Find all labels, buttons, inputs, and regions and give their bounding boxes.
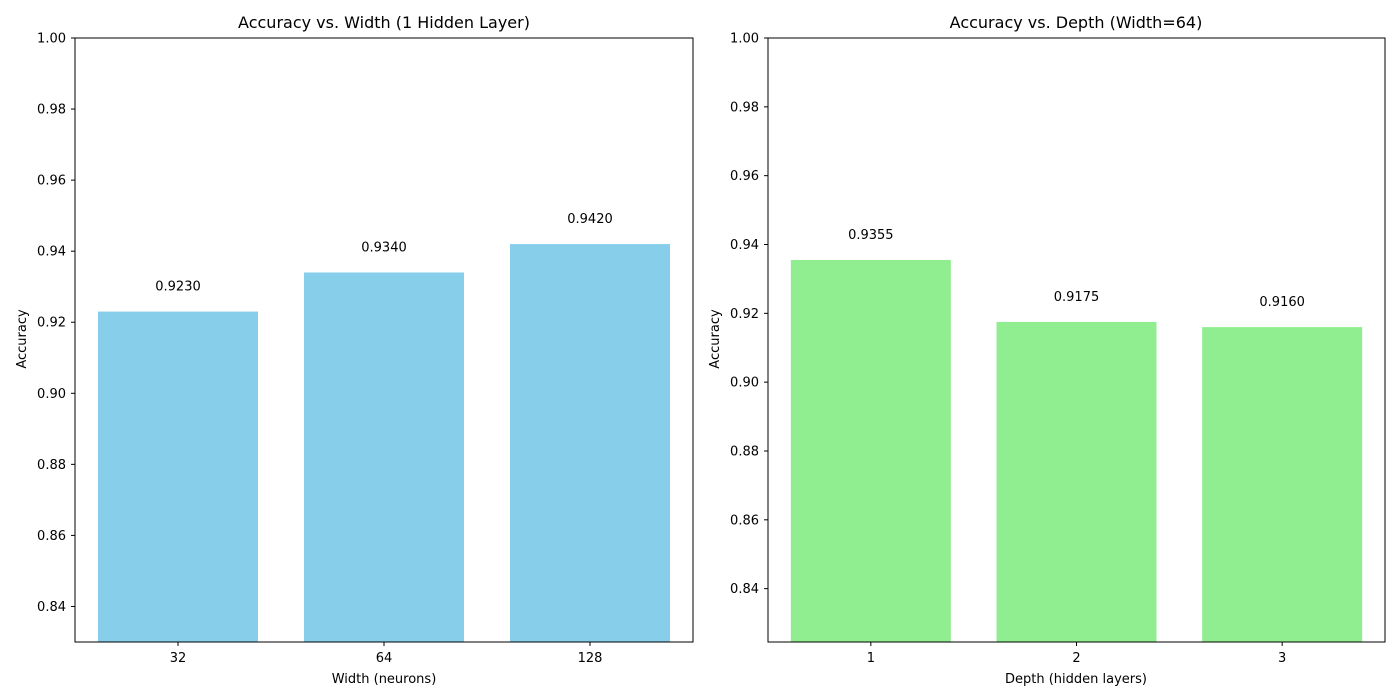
width-chart-y-axis-label: Accuracy [15,309,30,369]
width-chart-y-tick-label: 0.84 [37,600,66,615]
width-chart-bar [304,272,464,642]
depth-chart-value-label: 0.9355 [848,228,894,243]
width-chart-plot-frame [74,37,694,643]
depth-chart-value-labels: 0.9355 0.9175 0.9160 [848,228,1305,310]
depth-chart-y-tick-label: 1.00 [730,32,759,47]
width-chart-y-tick-label: 0.86 [37,529,66,544]
width-chart-bar [510,244,670,642]
depth-chart-value-label: 0.9160 [1259,295,1305,310]
width-chart-y-tick-label: 0.90 [37,387,66,402]
width-chart: Accuracy vs. Width (1 Hidden Layer) Widt… [15,13,694,687]
depth-chart-value-label: 0.9175 [1054,290,1100,305]
depth-chart-title: Accuracy vs. Depth (Width=64) [950,13,1203,32]
depth-chart-x-tick-label: 1 [867,651,875,666]
depth-chart-x-ticks: 1 2 3 [867,642,1286,666]
depth-chart-y-tick-label: 0.98 [730,100,759,115]
depth-chart-x-tick-label: 2 [1072,651,1080,666]
width-chart-y-tick-label: 0.92 [37,316,66,331]
depth-chart-x-axis-label: Depth (hidden layers) [1005,672,1147,687]
width-chart-y-ticks: 0.84 0.86 0.88 0.90 0.92 0.94 0.96 0.98 1.00 [37,32,75,615]
width-chart-x-axis-label: Width (neurons) [332,672,437,687]
depth-chart-x-tick-label: 3 [1278,651,1286,666]
width-chart-value-label: 0.9340 [361,240,407,255]
width-chart-title: Accuracy vs. Width (1 Hidden Layer) [238,13,530,32]
width-chart-y-tick-label: 0.88 [37,458,66,473]
depth-chart-y-tick-label: 0.90 [730,376,759,391]
depth-chart-y-ticks: 0.84 0.86 0.88 0.90 0.92 0.94 0.96 0.98 1.00 [730,32,768,597]
width-chart-x-tick-label: 64 [376,651,393,666]
width-chart-value-labels: 0.9230 0.9340 0.9420 [155,212,613,295]
width-chart-x-tick-label: 128 [578,651,603,666]
depth-chart: Accuracy vs. Depth (Width=64) Depth (hid… [708,13,1386,687]
depth-chart-y-tick-label: 0.86 [730,513,759,528]
depth-chart-y-tick-label: 0.92 [730,307,759,322]
depth-chart-bars [790,259,1363,642]
depth-chart-y-tick-label: 0.94 [730,238,759,253]
depth-chart-y-tick-label: 0.84 [730,582,759,597]
width-chart-y-tick-label: 1.00 [37,32,66,47]
width-chart-x-ticks: 32 64 128 [170,642,603,666]
width-chart-bars [98,244,670,642]
width-chart-y-tick-label: 0.96 [37,174,66,189]
depth-chart-bar [996,321,1157,642]
depth-chart-bar [790,259,951,642]
depth-chart-y-tick-label: 0.88 [730,444,759,459]
width-chart-value-label: 0.9230 [155,280,201,295]
width-chart-x-tick-label: 32 [170,651,187,666]
width-chart-y-tick-label: 0.98 [37,103,66,118]
depth-chart-bar [1202,327,1363,642]
width-chart-bar [98,311,258,642]
depth-chart-y-tick-label: 0.96 [730,169,759,184]
depth-chart-y-axis-label: Accuracy [708,309,723,369]
width-chart-value-label: 0.9420 [567,212,613,227]
width-chart-y-tick-label: 0.94 [37,245,66,260]
depth-chart-plot-frame [767,37,1386,643]
